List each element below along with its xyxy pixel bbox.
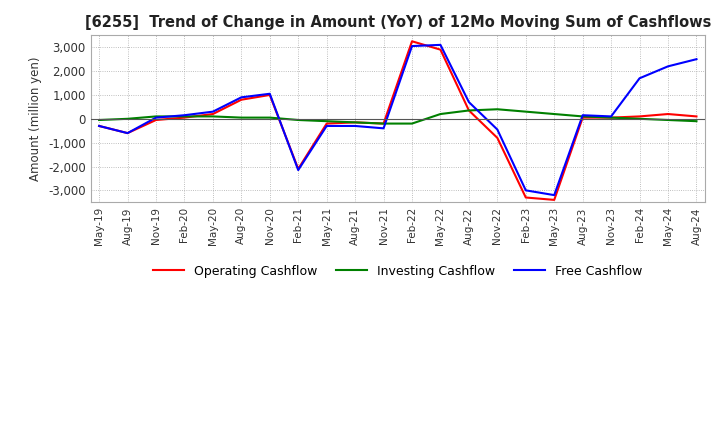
Free Cashflow [607, 114, 616, 119]
Investing Cashflow [578, 114, 587, 119]
Operating Cashflow [379, 121, 388, 126]
Operating Cashflow [237, 97, 246, 103]
Operating Cashflow [95, 123, 104, 128]
Investing Cashflow [635, 116, 644, 121]
Operating Cashflow [607, 115, 616, 120]
Free Cashflow [266, 91, 274, 96]
Investing Cashflow [408, 121, 416, 126]
Operating Cashflow [180, 115, 189, 120]
Investing Cashflow [294, 117, 302, 123]
Free Cashflow [351, 123, 359, 128]
Investing Cashflow [237, 115, 246, 120]
Free Cashflow [692, 57, 701, 62]
Free Cashflow [464, 99, 473, 105]
Legend: Operating Cashflow, Investing Cashflow, Free Cashflow: Operating Cashflow, Investing Cashflow, … [148, 260, 648, 283]
Operating Cashflow [635, 114, 644, 119]
Operating Cashflow [408, 39, 416, 44]
Operating Cashflow [209, 111, 217, 117]
Operating Cashflow [436, 47, 445, 52]
Investing Cashflow [123, 116, 132, 121]
Operating Cashflow [266, 92, 274, 98]
Free Cashflow [664, 64, 672, 69]
Investing Cashflow [95, 117, 104, 123]
Investing Cashflow [351, 120, 359, 125]
Operating Cashflow [550, 197, 559, 202]
Line: Operating Cashflow: Operating Cashflow [99, 41, 696, 200]
Free Cashflow [578, 113, 587, 118]
Operating Cashflow [152, 117, 161, 123]
Operating Cashflow [351, 120, 359, 125]
Investing Cashflow [209, 114, 217, 119]
Free Cashflow [550, 192, 559, 198]
Operating Cashflow [323, 121, 331, 126]
Free Cashflow [180, 113, 189, 118]
Investing Cashflow [692, 118, 701, 124]
Operating Cashflow [692, 114, 701, 119]
Investing Cashflow [436, 111, 445, 117]
Investing Cashflow [180, 114, 189, 119]
Investing Cashflow [521, 109, 530, 114]
Operating Cashflow [294, 166, 302, 172]
Investing Cashflow [379, 121, 388, 126]
Free Cashflow [209, 109, 217, 114]
Investing Cashflow [323, 118, 331, 124]
Investing Cashflow [664, 117, 672, 123]
Free Cashflow [408, 44, 416, 49]
Operating Cashflow [664, 111, 672, 117]
Operating Cashflow [464, 108, 473, 113]
Free Cashflow [323, 123, 331, 128]
Investing Cashflow [266, 115, 274, 120]
Line: Investing Cashflow: Investing Cashflow [99, 109, 696, 124]
Operating Cashflow [521, 195, 530, 200]
Free Cashflow [521, 188, 530, 193]
Y-axis label: Amount (million yen): Amount (million yen) [30, 57, 42, 181]
Title: [6255]  Trend of Change in Amount (YoY) of 12Mo Moving Sum of Cashflows: [6255] Trend of Change in Amount (YoY) o… [84, 15, 711, 30]
Investing Cashflow [152, 114, 161, 119]
Operating Cashflow [493, 135, 502, 140]
Free Cashflow [123, 131, 132, 136]
Free Cashflow [294, 168, 302, 173]
Free Cashflow [436, 42, 445, 48]
Operating Cashflow [578, 115, 587, 120]
Investing Cashflow [607, 115, 616, 120]
Operating Cashflow [123, 131, 132, 136]
Free Cashflow [95, 123, 104, 128]
Investing Cashflow [550, 111, 559, 117]
Investing Cashflow [464, 108, 473, 113]
Free Cashflow [237, 95, 246, 100]
Investing Cashflow [493, 106, 502, 112]
Free Cashflow [635, 76, 644, 81]
Free Cashflow [493, 127, 502, 132]
Free Cashflow [152, 115, 161, 120]
Line: Free Cashflow: Free Cashflow [99, 45, 696, 195]
Free Cashflow [379, 126, 388, 131]
